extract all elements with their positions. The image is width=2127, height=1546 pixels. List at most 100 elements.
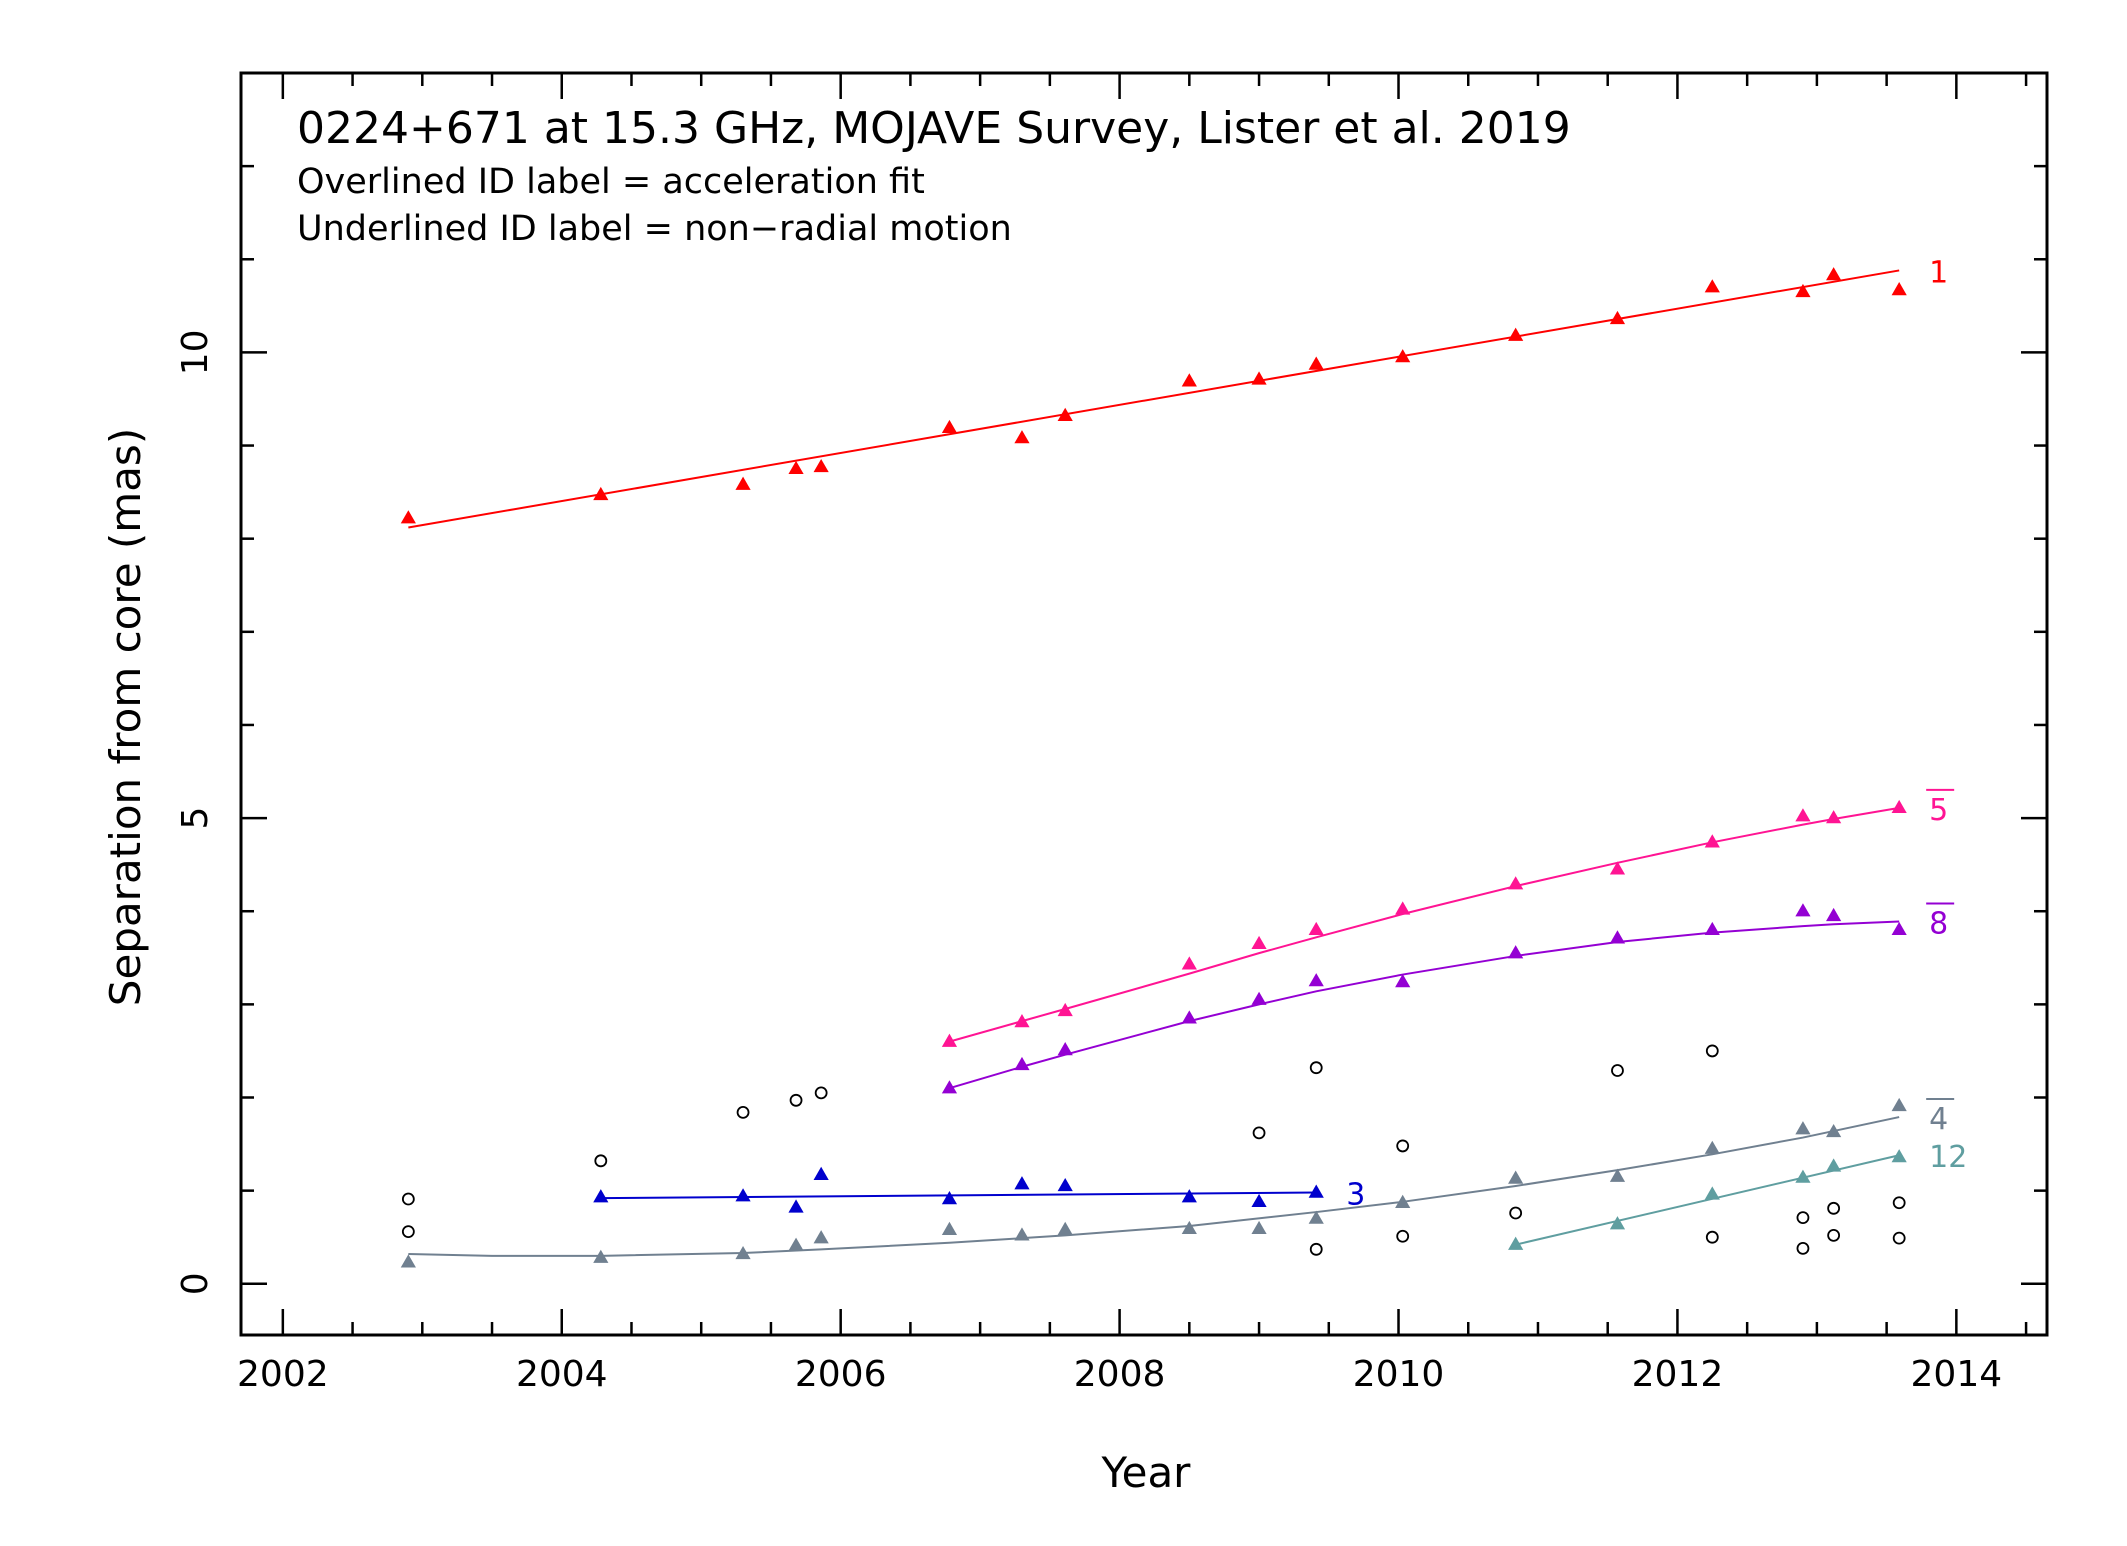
point-8 — [1057, 1042, 1073, 1056]
point-8 — [1014, 1056, 1030, 1071]
point-unassociated — [1892, 1231, 1906, 1245]
x-tick-label: 2008 — [1074, 1354, 1166, 1395]
point-12 — [1508, 1236, 1524, 1250]
point-8 — [1826, 907, 1842, 922]
point-1 — [788, 460, 804, 475]
point-1 — [1609, 310, 1626, 325]
point-4 — [1251, 1220, 1267, 1235]
point-12 — [1609, 1216, 1626, 1230]
point-5 — [1251, 935, 1267, 950]
point-unassociated — [401, 1225, 415, 1239]
point-3 — [1251, 1193, 1267, 1208]
point-unassociated — [1252, 1126, 1266, 1140]
point-1 — [1508, 327, 1524, 341]
x-tick-label: 2014 — [1911, 1354, 2003, 1395]
point-1 — [1395, 349, 1411, 363]
x-tick-label: 2012 — [1632, 1354, 1724, 1395]
point-5 — [1891, 799, 1907, 814]
point-8 — [941, 1080, 958, 1094]
component-label-5: 5 — [1929, 793, 1948, 828]
fit-line-12 — [1515, 1154, 1900, 1246]
point-5 — [1508, 876, 1524, 890]
point-unassociated — [1509, 1206, 1523, 1220]
point-5 — [1057, 1002, 1073, 1017]
point-4 — [1057, 1221, 1073, 1235]
point-4 — [941, 1221, 958, 1235]
y-axis-label: Separation from core (mas) — [101, 428, 150, 1006]
x-tick-label: 2006 — [795, 1354, 887, 1395]
point-3 — [788, 1199, 804, 1213]
fit-line-5 — [949, 806, 1900, 1043]
point-5 — [1014, 1014, 1030, 1028]
y-tick-label: 5 — [175, 807, 216, 830]
point-1 — [1181, 373, 1197, 387]
point-unassociated — [1827, 1228, 1841, 1242]
point-unassociated — [789, 1093, 803, 1107]
y-tick-label: 0 — [175, 1272, 216, 1295]
point-5 — [941, 1033, 958, 1047]
point-4 — [400, 1254, 416, 1268]
point-8 — [1508, 945, 1524, 959]
point-1 — [400, 510, 416, 524]
point-5 — [1609, 861, 1626, 875]
point-3 — [1057, 1177, 1073, 1192]
point-8 — [1704, 921, 1720, 936]
point-4 — [1891, 1097, 1907, 1112]
fit-line-3 — [600, 1191, 1317, 1200]
point-unassociated — [1827, 1201, 1841, 1215]
component-label-3: 3 — [1346, 1178, 1365, 1213]
point-1 — [1251, 371, 1267, 385]
point-8 — [1609, 930, 1626, 944]
fit-lines — [408, 269, 1900, 1257]
point-12 — [1795, 1169, 1811, 1183]
axis-ticks — [241, 71, 2047, 1335]
point-4 — [1014, 1227, 1030, 1241]
point-unassociated — [736, 1106, 750, 1119]
point-8 — [1395, 974, 1411, 988]
point-4 — [813, 1230, 829, 1244]
chart-title: 0224+671 at 15.3 GHz, MOJAVE Survey, Lis… — [297, 103, 1571, 154]
point-unassociated — [1309, 1242, 1323, 1256]
point-1 — [1891, 282, 1907, 296]
point-unassociated — [594, 1154, 608, 1168]
point-8 — [1795, 903, 1811, 917]
point-1 — [593, 486, 609, 501]
x-tick-label: 2010 — [1353, 1354, 1445, 1395]
point-1 — [1704, 279, 1720, 293]
point-4 — [593, 1249, 609, 1263]
note-non-radial: Underlined ID label = non−radial motion — [297, 209, 1012, 249]
point-4 — [1609, 1168, 1626, 1182]
point-3 — [813, 1166, 829, 1181]
y-tick-label: 10 — [175, 330, 216, 376]
point-3 — [1014, 1176, 1030, 1190]
point-3 — [1181, 1189, 1197, 1203]
point-unassociated — [1611, 1064, 1624, 1077]
point-12 — [1891, 1149, 1907, 1163]
point-unassociated — [1309, 1061, 1323, 1075]
point-4 — [735, 1245, 751, 1260]
point-1 — [813, 458, 829, 473]
point-3 — [593, 1189, 609, 1203]
x-tick-label: 2002 — [237, 1354, 329, 1395]
point-4 — [1826, 1123, 1842, 1138]
point-unassociated — [401, 1192, 415, 1206]
point-12 — [1704, 1186, 1720, 1200]
x-tick-label: 2004 — [516, 1354, 608, 1395]
point-unassociated — [1705, 1230, 1719, 1244]
point-8 — [1181, 1010, 1197, 1024]
plot-frame — [239, 71, 2049, 1337]
point-unassociated — [1796, 1241, 1810, 1255]
point-1 — [941, 419, 958, 434]
point-4 — [1308, 1210, 1324, 1224]
point-unassociated — [1705, 1044, 1719, 1058]
point-3 — [941, 1191, 958, 1205]
point-3 — [1308, 1184, 1324, 1198]
point-4 — [1704, 1140, 1720, 1154]
point-4 — [788, 1237, 804, 1251]
data-points — [400, 267, 1907, 1268]
point-5 — [1181, 956, 1197, 970]
fit-line-4 — [408, 1116, 1900, 1257]
fit-line-1 — [408, 269, 1900, 529]
point-5 — [1795, 808, 1811, 822]
